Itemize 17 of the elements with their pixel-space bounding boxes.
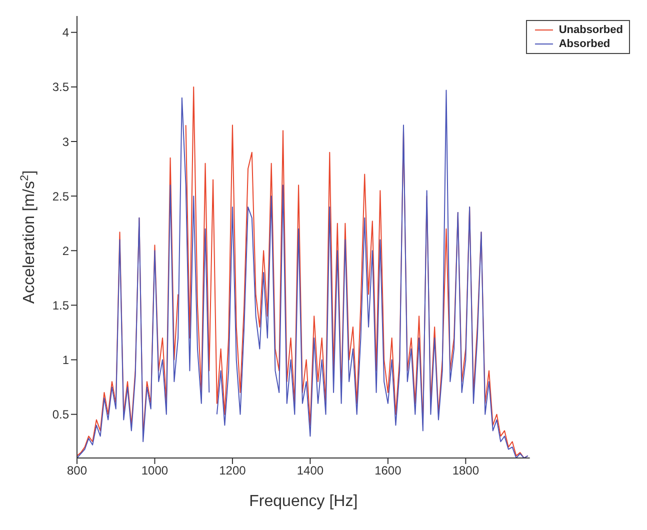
x-tick-label: 800	[66, 464, 88, 478]
y-tick-label: 2	[62, 244, 70, 258]
x-tick-label: 1600	[374, 464, 402, 478]
y-tick-label: 3	[62, 134, 70, 149]
y-tick-label: 0.5	[52, 408, 70, 422]
y-tick-label: 2.5	[52, 189, 70, 204]
x-tick-label: 1400	[296, 464, 324, 478]
x-tick-label: 1800	[452, 464, 480, 478]
x-tick-label: 1200	[219, 464, 246, 478]
y-tick-label: 1.5	[52, 298, 70, 312]
legend-label: Absorbed	[558, 37, 610, 51]
y-tick-label: 4	[62, 26, 70, 40]
x-axis-title: Frequency [Hz]	[249, 493, 358, 510]
y-tick-label: 3.5	[52, 80, 70, 94]
x-tick-label: 1000	[141, 464, 168, 478]
legend-label: Unabsorbed	[558, 23, 623, 37]
y-tick-label: 1	[62, 353, 70, 368]
